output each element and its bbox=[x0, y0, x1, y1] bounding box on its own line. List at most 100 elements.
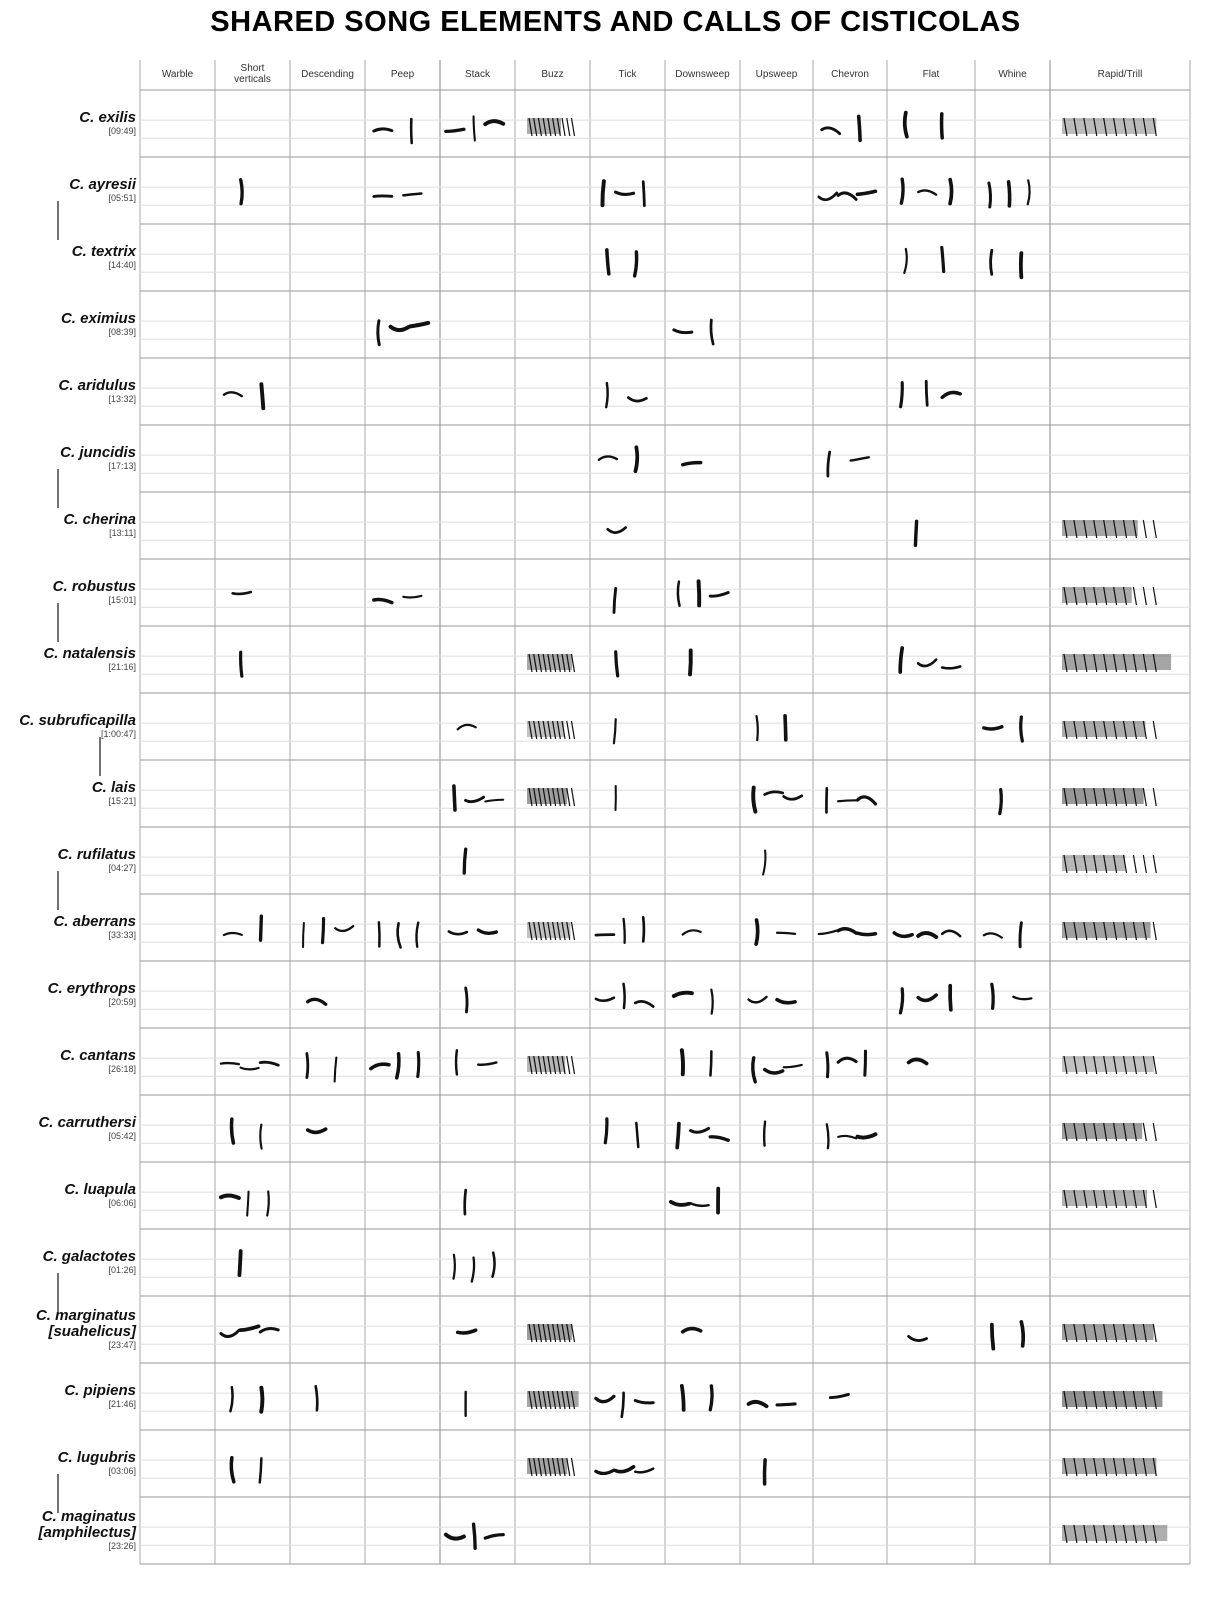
spectrogram-stroke bbox=[605, 1119, 607, 1143]
column-header-text: Short verticals bbox=[225, 63, 281, 85]
species-label: C. eximius[08:39] bbox=[61, 311, 136, 338]
recording-time: [05:51] bbox=[69, 193, 136, 204]
recording-time: [21:46] bbox=[64, 1399, 136, 1410]
spectrogram-stroke bbox=[418, 1053, 419, 1077]
spectrogram-stroke bbox=[1021, 717, 1023, 741]
column-header-text: Stack bbox=[465, 69, 490, 80]
spectrogram-stroke bbox=[984, 933, 1002, 937]
spectrogram-stroke bbox=[635, 1469, 653, 1473]
spectrogram-stroke bbox=[571, 721, 574, 739]
spectrogram-stroke bbox=[571, 922, 574, 940]
spectrogram-stroke bbox=[682, 1050, 683, 1074]
species-label: C. carruthersi[05:42] bbox=[38, 1115, 136, 1142]
spectrogram-stroke bbox=[918, 660, 936, 666]
spectrogram-stroke bbox=[643, 182, 644, 206]
recording-time: [33:33] bbox=[53, 930, 136, 941]
spectrogram-stroke bbox=[763, 850, 765, 874]
column-header-text: Whine bbox=[998, 69, 1026, 80]
spectrogram-stroke bbox=[1020, 923, 1021, 947]
spectrogram-stroke bbox=[830, 1394, 848, 1397]
species-label: C. ayresii[05:51] bbox=[69, 177, 136, 204]
spectrogram-stroke bbox=[1153, 721, 1156, 739]
spectrogram-stroke bbox=[616, 652, 618, 676]
spectrogram-stroke bbox=[567, 721, 570, 739]
column-header-text: Flat bbox=[923, 69, 940, 80]
spectrogram-stroke bbox=[838, 800, 856, 801]
spectrogram-stroke bbox=[785, 716, 786, 740]
spectrogram-stroke bbox=[857, 1134, 875, 1137]
recording-time: [20:59] bbox=[48, 997, 136, 1008]
spectrogram-stroke bbox=[918, 933, 936, 937]
species-subname: [amphilectus] bbox=[38, 1525, 136, 1541]
spectrogram-stroke bbox=[446, 129, 464, 131]
spectrogram-stroke bbox=[485, 1535, 503, 1538]
species-name: C. galactotes bbox=[43, 1249, 136, 1265]
column-header-text: Downsweep bbox=[675, 69, 729, 80]
spectrogram-stroke bbox=[784, 796, 802, 799]
spectrogram-stroke bbox=[918, 995, 936, 1000]
spectrogram-stroke bbox=[909, 1059, 927, 1063]
spectrogram-stroke bbox=[478, 1062, 496, 1064]
spectrogram-stroke bbox=[465, 1190, 466, 1214]
figure-title: SHARED SONG ELEMENTS AND CALLS OF CISTIC… bbox=[0, 6, 1231, 39]
spectrogram-stroke bbox=[599, 456, 617, 459]
spectrogram-band bbox=[1062, 587, 1132, 603]
spectrogram-stroke bbox=[905, 113, 907, 137]
spectrogram-stroke bbox=[827, 1053, 828, 1077]
species-label: C. marginatus[suahelicus][23:47] bbox=[36, 1308, 136, 1351]
spectrogram-stroke bbox=[1143, 1123, 1146, 1141]
recording-time: [15:21] bbox=[92, 796, 136, 807]
spectrogram-stroke bbox=[335, 1058, 337, 1082]
spectrogram-stroke bbox=[989, 183, 991, 207]
spectrogram-stroke bbox=[1153, 520, 1156, 538]
column-header-text: Peep bbox=[391, 69, 414, 80]
species-label: C. lugubris[03:06] bbox=[58, 1450, 136, 1477]
spectrogram-stroke bbox=[374, 129, 392, 131]
spectrogram-stroke bbox=[260, 1328, 278, 1331]
spectrogram-stroke bbox=[757, 716, 758, 740]
species-label: C. rufilatus[04:27] bbox=[58, 847, 136, 874]
spectrogram-stroke bbox=[602, 181, 603, 205]
spectrogram-stroke bbox=[472, 1258, 474, 1282]
spectrogram-stroke bbox=[608, 528, 626, 533]
recording-time: [06:06] bbox=[64, 1198, 136, 1209]
spectrogram-stroke bbox=[777, 1000, 795, 1003]
spectrogram-stroke bbox=[567, 788, 570, 806]
spectrogram-stroke bbox=[567, 118, 570, 136]
spectrogram-stroke bbox=[635, 252, 637, 276]
species-label: C. luapula[06:06] bbox=[64, 1182, 136, 1209]
spectrogram-stroke bbox=[635, 1401, 653, 1403]
spectrogram-stroke bbox=[1013, 997, 1031, 999]
species-subname: [suahelicus] bbox=[36, 1324, 136, 1340]
species-label: C. erythrops[20:59] bbox=[48, 981, 136, 1008]
grid bbox=[0, 0, 1231, 1610]
column-header: Chevron bbox=[813, 58, 887, 90]
spectrogram-stroke bbox=[635, 1001, 653, 1006]
spectrogram-stroke bbox=[596, 1470, 614, 1473]
spectrogram-stroke bbox=[678, 582, 680, 606]
spectrogram-stroke bbox=[777, 1404, 795, 1405]
spectrogram-stroke bbox=[1153, 855, 1156, 873]
spectrogram-stroke bbox=[398, 923, 401, 947]
species-label: C. aberrans[33:33] bbox=[53, 914, 136, 941]
spectrogram-stroke bbox=[857, 797, 875, 804]
spectrogram-stroke bbox=[671, 1202, 689, 1205]
spectrogram-stroke bbox=[1143, 788, 1146, 806]
column-header-text: Rapid/Trill bbox=[1098, 69, 1143, 80]
recording-time: [1:00:47] bbox=[19, 729, 136, 740]
spectrogram-stroke bbox=[710, 593, 728, 597]
spectrogram-stroke bbox=[616, 1467, 634, 1472]
spectrogram-stroke bbox=[901, 179, 903, 203]
spectrogram-stroke bbox=[677, 1124, 679, 1148]
spectrogram-band bbox=[527, 788, 567, 804]
recording-time: [13:32] bbox=[58, 394, 136, 405]
spectrogram-stroke bbox=[466, 797, 484, 801]
spectrogram-stroke bbox=[1143, 855, 1146, 873]
spectrogram-stroke bbox=[261, 916, 262, 940]
spectrogram-stroke bbox=[857, 933, 875, 934]
spectrogram-stroke bbox=[991, 250, 992, 274]
species-name: C. robustus bbox=[53, 579, 136, 595]
species-name: C. lugubris bbox=[58, 1450, 136, 1466]
spectrogram-stroke bbox=[485, 121, 503, 124]
spectrogram-stroke bbox=[230, 1387, 232, 1411]
